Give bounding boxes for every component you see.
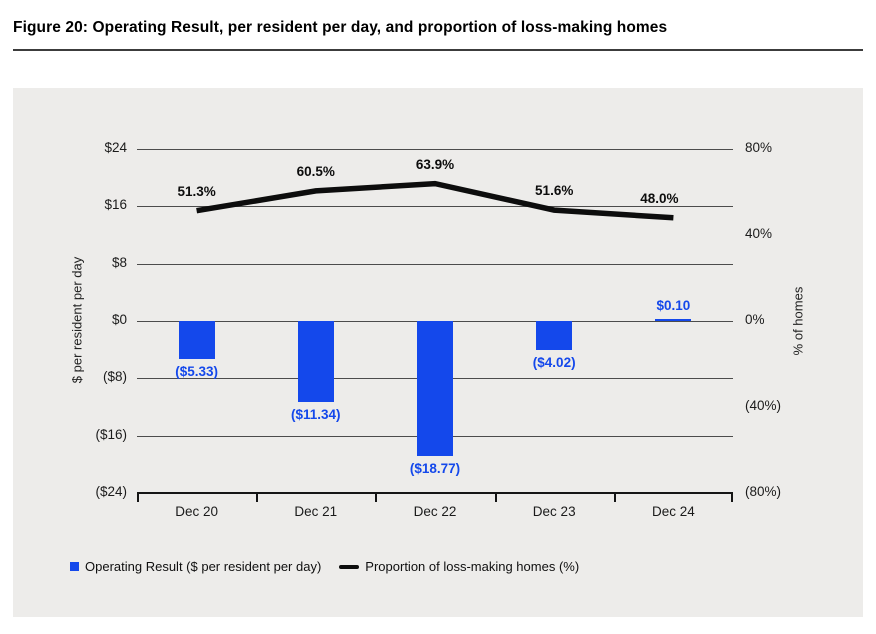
legend-bar-swatch-icon <box>70 562 79 571</box>
x-axis-category-label: Dec 23 <box>532 504 576 519</box>
left-axis-tick-label: ($8) <box>102 369 127 385</box>
x-axis-category-label: Dec 20 <box>175 504 218 519</box>
line-point-label: 51.6% <box>535 183 574 199</box>
legend-line-swatch-icon <box>339 564 360 569</box>
line-point-label: 48.0% <box>640 190 679 206</box>
trend-line-path <box>196 180 674 221</box>
left-axis-tick-label: ($16) <box>95 426 127 442</box>
left-axis-tick-label: $0 <box>111 312 127 327</box>
figure-title: Figure 20: Operating Result, per residen… <box>13 19 668 36</box>
x-axis-tick <box>375 493 378 502</box>
left-axis-tick-label: $24 <box>104 140 127 155</box>
x-axis-tick <box>731 493 733 502</box>
x-axis-category-label: Dec 21 <box>294 504 338 519</box>
x-axis-category-label: Dec 22 <box>413 504 457 519</box>
left-axis-tick-label: ($24) <box>95 484 127 499</box>
left-axis-tick-label: $8 <box>111 254 127 270</box>
bar-value-label: ($5.33) <box>175 364 218 380</box>
right-axis-tick-label: 40% <box>745 226 773 241</box>
bar-value-label: ($4.02) <box>532 354 576 370</box>
bar-dec-21 <box>297 321 334 403</box>
line-point-label: 51.3% <box>177 183 216 199</box>
trend-line <box>196 180 674 221</box>
chart-panel: $ per resident per day % of homes ($5.33… <box>13 88 863 617</box>
right-axis-tick-label: 0% <box>745 312 765 327</box>
x-axis-line <box>137 492 733 494</box>
legend-item-operating-result: Operating Result ($ per resident per day… <box>70 559 321 574</box>
bar-dec-24 <box>655 319 692 321</box>
gridline <box>137 263 733 265</box>
legend-line-label: Proportion of loss-making homes (%) <box>365 559 580 574</box>
legend: Operating Result ($ per resident per day… <box>70 559 579 574</box>
right-axis-tick-label: (80%) <box>745 484 782 499</box>
right-axis-tick-label: (40%) <box>745 398 782 413</box>
x-axis-tick <box>494 493 497 502</box>
x-axis-tick <box>613 493 616 502</box>
bar-dec-23 <box>536 321 573 350</box>
line-point-label: 63.9% <box>415 156 455 172</box>
legend-bar-label: Operating Result ($ per resident per day… <box>85 559 322 574</box>
gridline <box>137 206 733 208</box>
right-axis-tick-label: 80% <box>745 140 773 155</box>
bar-value-label: $0.10 <box>656 298 691 313</box>
line-point-label: 60.5% <box>296 163 335 179</box>
x-axis-category-label: Dec 24 <box>652 504 695 519</box>
x-axis-tick <box>137 493 139 502</box>
bar-value-label: ($11.34) <box>291 407 341 423</box>
bar-dec-22 <box>417 321 453 456</box>
x-axis-tick <box>256 493 259 502</box>
bar-dec-20 <box>178 321 215 360</box>
title-divider <box>13 49 863 51</box>
gridline <box>137 149 733 150</box>
bar-value-label: ($18.77) <box>409 460 461 476</box>
left-axis-tick-label: $16 <box>104 197 127 213</box>
legend-item-loss-making-homes: Proportion of loss-making homes (%) <box>339 559 579 574</box>
plot-area: ($5.33) ($11.34) ($18.77) ($4.02) $0.10 51.3%… <box>95 140 781 519</box>
